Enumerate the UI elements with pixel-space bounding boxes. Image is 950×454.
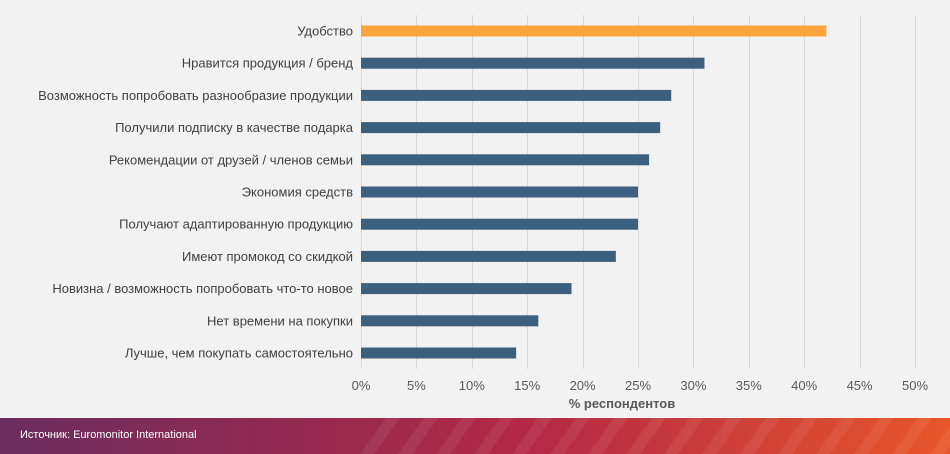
- bar: [361, 218, 638, 230]
- x-tick-label: 40%: [791, 378, 817, 393]
- x-tick-label: 25%: [625, 378, 651, 393]
- category-label: Удобство: [297, 24, 353, 39]
- category-label: Новизна / возможность попробовать что-то…: [52, 281, 353, 296]
- bar-chart-svg: Удобство Нравится продукция / бренд Возмож…: [38, 15, 928, 411]
- footer-stripe: [550, 418, 590, 454]
- footer-stripe: [360, 418, 400, 454]
- x-tick-label: 5%: [407, 378, 426, 393]
- bar: [361, 122, 661, 134]
- footer-stripe: [664, 418, 704, 454]
- x-tick-label: 20%: [570, 378, 596, 393]
- x-axis-title: % респондентов: [569, 396, 676, 411]
- category-label: Нравится продукция / бренд: [182, 56, 354, 71]
- x-tick-label: 35%: [736, 378, 762, 393]
- footer-stripe: [436, 418, 476, 454]
- bar: [361, 186, 638, 198]
- bar: [361, 25, 827, 37]
- footer-stripes: [0, 418, 950, 454]
- footer-stripe: [740, 418, 780, 454]
- category-label: Имеют промокод со скидкой: [182, 249, 353, 264]
- x-tick-label: 0%: [352, 378, 371, 393]
- x-tick-label: 50%: [902, 378, 928, 393]
- bar: [361, 89, 672, 101]
- category-label: Получают адаптированную продукцию: [119, 217, 353, 232]
- category-label: Лучше, чем покупать самостоятельно: [125, 346, 353, 361]
- footer-stripe: [854, 418, 894, 454]
- x-tick-label: 45%: [847, 378, 873, 393]
- footer-stripe: [588, 418, 628, 454]
- footer-stripe: [702, 418, 742, 454]
- bar: [361, 154, 650, 166]
- category-label: Рекомендации от друзей / членов семьи: [109, 152, 353, 167]
- bar: [361, 347, 517, 359]
- bar: [361, 283, 572, 295]
- footer-stripe: [398, 418, 438, 454]
- chart: Удобство Нравится продукция / бренд Возмож…: [38, 15, 928, 411]
- footer-stripe: [626, 418, 666, 454]
- x-tick-label: 10%: [459, 378, 485, 393]
- footer-background: [0, 418, 950, 454]
- bar: [361, 315, 539, 327]
- footer-stripe: [892, 418, 932, 454]
- footer-banner: Источник: Euromonitor International: [0, 418, 950, 454]
- bar: [361, 250, 616, 262]
- category-label: Получили подписку в качестве подарка: [115, 120, 354, 135]
- x-tick-label: 30%: [680, 378, 706, 393]
- category-label: Экономия средств: [242, 185, 353, 200]
- x-tick-label: 15%: [514, 378, 540, 393]
- category-label: Возможность попробовать разнообразие про…: [38, 88, 353, 103]
- footer-stripe: [474, 418, 514, 454]
- footer-stripe: [816, 418, 856, 454]
- footer-stripe: [778, 418, 818, 454]
- category-label: Нет времени на покупки: [207, 313, 353, 328]
- footer-stripe: [512, 418, 552, 454]
- bar: [361, 57, 705, 69]
- source-note: Источник: Euromonitor International: [20, 429, 197, 441]
